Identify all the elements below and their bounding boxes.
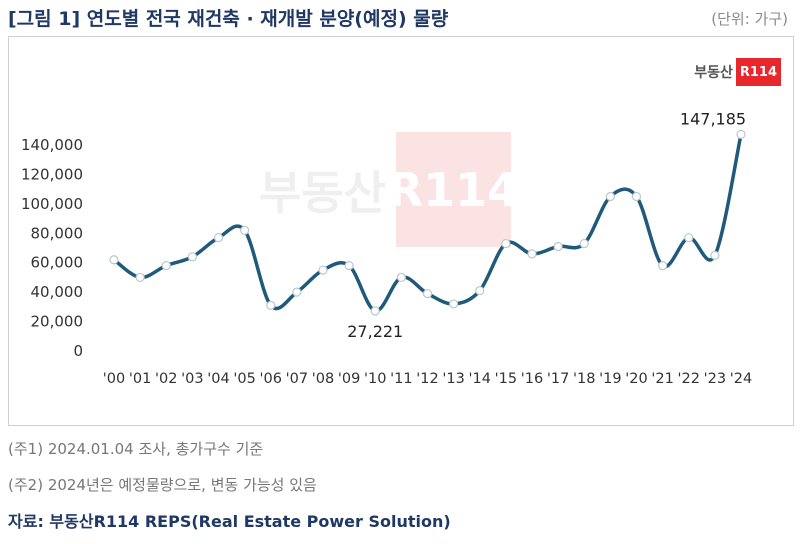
data-point [736, 129, 746, 140]
data-point [266, 300, 276, 310]
y-tick-label: 60,000 [31, 254, 84, 272]
data-label: 147,185 [680, 109, 746, 128]
data-point [135, 272, 145, 283]
data-point [213, 233, 224, 243]
x-tick-label: '04 [207, 371, 229, 387]
x-tick-label: '01 [129, 371, 151, 387]
data-point [579, 238, 589, 249]
watermark-logo: 부동산 R114 [259, 132, 519, 247]
series-line [112, 132, 743, 313]
unit-label: (단위: 가구) [711, 10, 788, 28]
data-point [475, 286, 485, 296]
data-point [422, 289, 433, 299]
logo-text: 부동산 [694, 65, 733, 81]
data-point [240, 225, 250, 235]
data-label: 27,221 [347, 322, 403, 341]
data-point [161, 261, 171, 271]
source-label: 자료: 부동산R114 REPS(Real Estate Power Solut… [8, 512, 451, 531]
x-tick-label: '19 [599, 371, 621, 387]
x-tick-label: '12 [416, 371, 438, 387]
x-tick-label: '03 [181, 371, 203, 387]
data-point [553, 241, 563, 252]
footnote-1: (주1) 2024.01.04 조사, 총가구수 기준 [8, 440, 264, 458]
x-tick-label: '11 [390, 371, 412, 387]
x-tick-label: '09 [338, 371, 360, 387]
x-tick-label: '17 [547, 371, 569, 387]
data-point [187, 252, 197, 262]
watermark-text: 부동산 [259, 165, 386, 220]
x-tick-label: '15 [495, 371, 517, 387]
logo-box: R114 [735, 58, 781, 86]
chart-frame: 부동산 R114 부동산 R114 0 20,000 40,000 60,000 80,… [8, 36, 794, 426]
x-tick-label: '18 [573, 371, 595, 387]
data-point [501, 238, 511, 249]
x-tick-label: '22 [678, 371, 700, 387]
data-point [631, 191, 642, 202]
data-point [344, 261, 354, 271]
data-point [292, 287, 302, 297]
watermark-box: R114 [388, 132, 519, 247]
x-tick-label: '20 [625, 371, 647, 387]
brand-logo: 부동산 R114 [694, 57, 781, 87]
data-point [710, 250, 720, 260]
data-point [658, 261, 668, 271]
y-tick-label: 0 [73, 342, 83, 360]
data-point [109, 255, 119, 265]
y-tick-label: 40,000 [31, 283, 84, 301]
y-tick-label: 100,000 [21, 195, 83, 213]
x-tick-label: '21 [651, 371, 673, 387]
x-tick-label: '00 [103, 371, 125, 387]
x-tick-label: '07 [286, 371, 308, 387]
chart-title: [그림 1] 연도별 전국 재건축 · 재개발 분양(예정) 물량 [8, 8, 449, 30]
footnote-2: (주2) 2024년은 예정물량으로, 변동 가능성 있음 [8, 476, 317, 494]
data-point [684, 233, 694, 243]
data-point [318, 265, 328, 275]
x-tick-label: '05 [233, 371, 255, 387]
x-tick-label: '02 [155, 371, 177, 387]
y-tick-label: 80,000 [31, 224, 84, 242]
x-tick-label: '13 [442, 371, 464, 387]
data-point [449, 299, 459, 309]
x-tick-label: '10 [364, 371, 386, 387]
data-point [396, 272, 406, 283]
x-tick-label: '08 [312, 371, 334, 387]
x-tick-label: '14 [469, 371, 491, 387]
x-tick-label: '16 [521, 371, 543, 387]
y-tick-label: 20,000 [31, 313, 84, 331]
y-tick-label: 140,000 [21, 136, 83, 154]
x-tick-label: '24 [730, 371, 752, 387]
data-point [370, 306, 380, 316]
line-chart: 0 20,000 40,000 60,000 80,000 100,000 120,000 1… [21, 109, 752, 387]
x-tick-label: '06 [260, 371, 282, 387]
data-point [527, 249, 537, 259]
y-tick-label: 120,000 [21, 165, 83, 183]
data-point [605, 191, 615, 202]
x-tick-label: '23 [704, 371, 726, 387]
